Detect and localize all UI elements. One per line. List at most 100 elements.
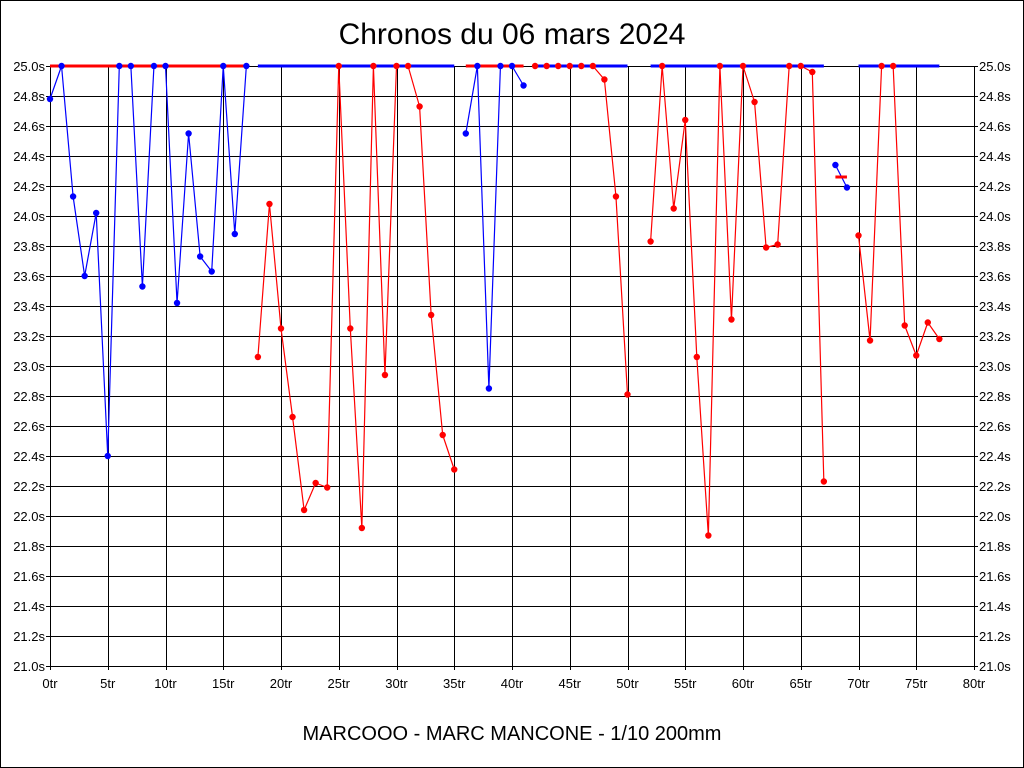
y-tick-label-left: 24.2s <box>13 179 45 194</box>
y-tick-label-right: 24.0s <box>979 209 1011 224</box>
y-axis-right: 25.0s 24.8s 24.6s 24.4s 24.2s 24.0s 23.8s 23.6s… <box>974 59 1011 674</box>
chart-title: Chronos du 06 mars 2024 <box>339 18 686 51</box>
x-axis: 0tr 5tr 10tr 15tr 20tr 25tr 30tr 35tr 40tr 45tr 50… <box>42 666 986 691</box>
series-4 <box>531 62 631 398</box>
y-tick-label-left: 24.6s <box>13 119 45 134</box>
data-point <box>162 62 169 70</box>
data-point <box>289 413 296 421</box>
data-point <box>913 352 920 359</box>
data-point <box>231 230 238 238</box>
data-point <box>716 62 724 70</box>
y-tick-label-left: 23.4s <box>13 299 45 314</box>
data-point <box>658 62 666 70</box>
x-tick-label: 25tr <box>328 676 351 691</box>
data-point <box>451 466 458 473</box>
y-tick-label-left: 24.0s <box>13 209 45 224</box>
data-point <box>774 241 781 248</box>
y-tick-label-right: 23.8s <box>979 239 1011 254</box>
data-point <box>69 193 77 200</box>
data-point <box>705 532 712 539</box>
data-point <box>878 62 885 70</box>
y-tick-label-left: 22.8s <box>13 389 45 404</box>
y-tick-label-right: 22.8s <box>979 389 1011 404</box>
data-point <box>682 116 689 124</box>
data-point <box>693 353 700 361</box>
series-line <box>465 65 525 390</box>
data-point <box>335 62 342 70</box>
series-line <box>857 65 940 357</box>
y-tick-label-right: 23.2s <box>979 329 1011 344</box>
y-tick-label-right: 21.2s <box>979 629 1011 644</box>
y-tick-label-right: 21.0s <box>979 659 1011 674</box>
x-tick-label: 75tr <box>905 676 928 691</box>
data-point <box>508 62 516 70</box>
y-tick-label-right: 24.8s <box>979 89 1011 104</box>
y-tick-label-right: 23.4s <box>979 299 1011 314</box>
x-tick-label: 50tr <box>616 676 639 691</box>
data-point <box>531 62 539 70</box>
y-tick-label-left: 24.4s <box>13 149 45 164</box>
x-tick-label: 0tr <box>42 676 58 691</box>
y-tick-label-right: 23.0s <box>979 359 1011 374</box>
data-point <box>370 62 377 70</box>
data-point <box>173 299 181 307</box>
data-point <box>647 238 654 245</box>
series-7 <box>855 62 943 359</box>
x-tick-label: 30tr <box>385 676 408 691</box>
x-tick-label: 15tr <box>212 676 235 691</box>
data-point <box>543 62 550 70</box>
y-tick-label-left: 22.2s <box>13 479 45 494</box>
data-point <box>809 68 816 76</box>
x-tick-label: 65tr <box>790 676 813 691</box>
data-point <box>901 322 908 329</box>
data-point <box>474 62 481 70</box>
data-point <box>300 506 308 514</box>
data-point <box>220 62 227 70</box>
y-tick-label-left: 21.0s <box>13 659 45 674</box>
data-point <box>786 62 793 70</box>
data-point <box>728 316 735 323</box>
y-tick-label-left: 21.8s <box>13 539 45 554</box>
data-point <box>832 161 839 169</box>
data-point <box>855 232 862 239</box>
data-point <box>497 62 504 70</box>
series-line <box>49 65 247 457</box>
data-point <box>46 95 54 103</box>
y-tick-label-left: 21.2s <box>13 629 45 644</box>
y-tick-label-right: 25.0s <box>979 59 1011 74</box>
y-tick-label-right: 22.2s <box>979 479 1011 494</box>
data-point <box>254 353 262 361</box>
series-group <box>46 62 943 539</box>
data-point <box>416 103 423 110</box>
series-1 <box>46 62 250 460</box>
data-point <box>820 478 828 485</box>
y-tick-label-left: 22.4s <box>13 449 45 464</box>
y-tick-label-right: 24.4s <box>979 149 1011 164</box>
data-point <box>866 337 874 344</box>
data-point <box>93 209 100 217</box>
y-tick-label-right: 22.6s <box>979 419 1011 434</box>
data-point <box>566 62 573 70</box>
y-tick-label-right: 21.8s <box>979 539 1011 554</box>
data-point <box>520 82 527 89</box>
data-point <box>462 130 469 137</box>
x-tick-label: 55tr <box>674 676 697 691</box>
data-point <box>439 431 446 439</box>
y-tick-label-right: 21.4s <box>979 599 1011 614</box>
y-tick-label-left: 21.4s <box>13 599 45 614</box>
series-3 <box>462 62 527 392</box>
y-axis-left: 25.0s 24.8s 24.6s 24.4s 24.2s 24.0s 23.8s 23.6s… <box>13 59 50 674</box>
y-tick-label-left: 23.0s <box>13 359 45 374</box>
x-tick-label: 5tr <box>100 676 116 691</box>
data-point <box>185 130 192 137</box>
data-point <box>208 268 215 275</box>
data-point <box>347 325 354 332</box>
data-point <box>670 205 677 212</box>
data-point <box>150 62 158 70</box>
x-tick-label: 40tr <box>501 676 524 691</box>
data-point <box>555 62 562 70</box>
y-tick-label-right: 24.6s <box>979 119 1011 134</box>
x-tick-label: 20tr <box>270 676 293 691</box>
data-point <box>601 76 608 83</box>
